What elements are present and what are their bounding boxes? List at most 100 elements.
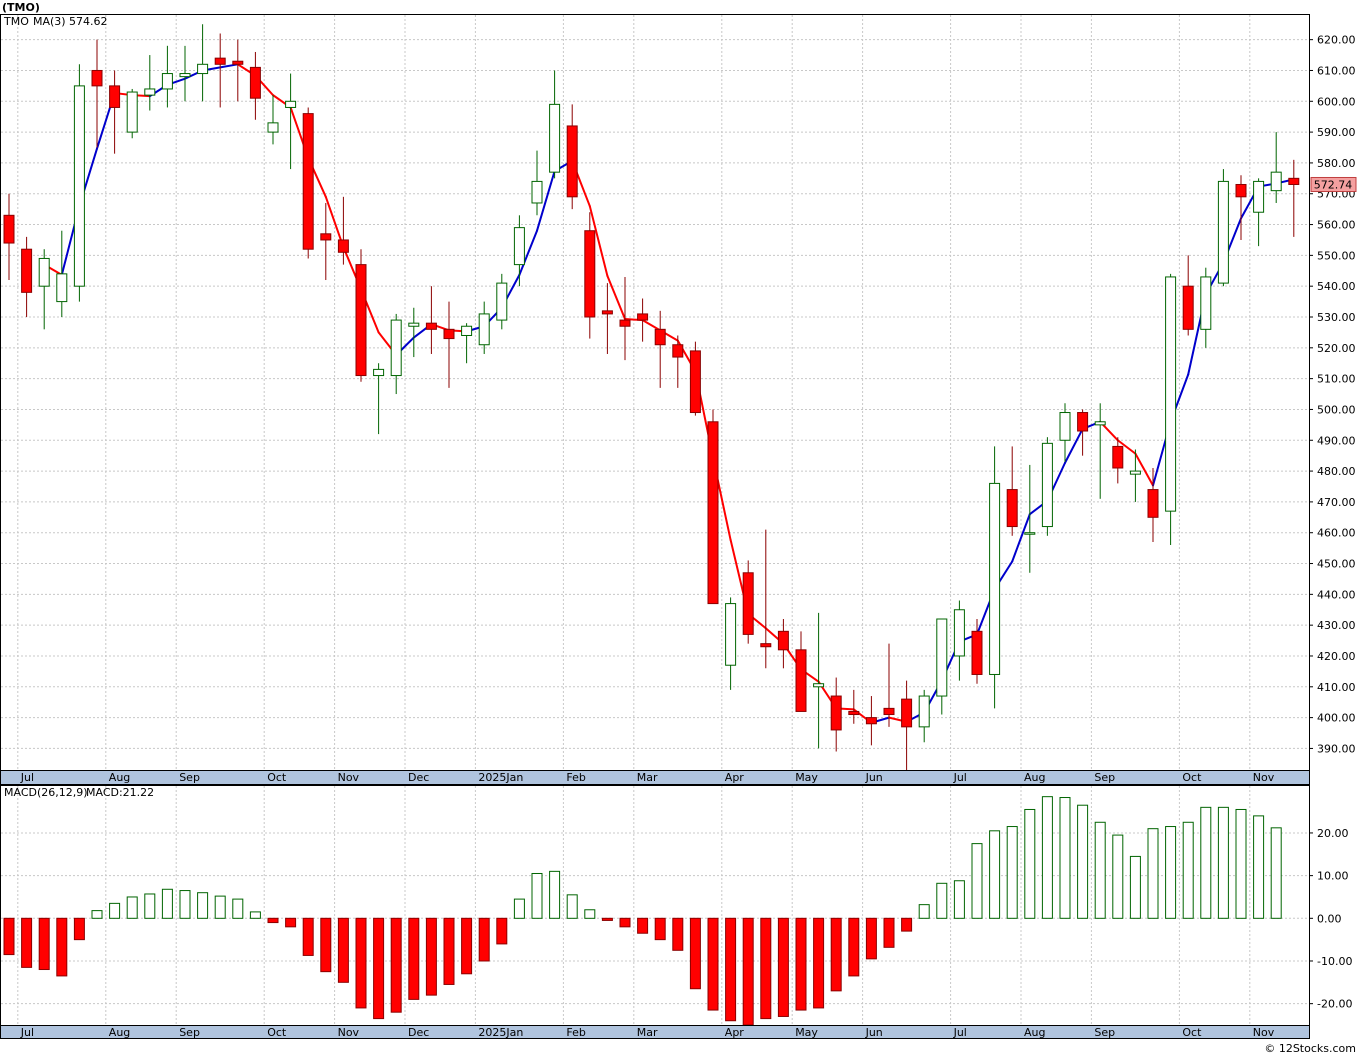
candle-up [161,45,173,108]
candle-body [601,310,613,315]
macd-x-tick-label: Aug [1024,1026,1045,1039]
candle-up [725,597,737,690]
macd-bar-positive [1147,828,1159,919]
candle-down [584,212,596,339]
candle-body [73,85,85,287]
macd-bar-positive [513,898,525,919]
candle-body [707,421,719,605]
candle-body [1112,445,1124,469]
candle-body [830,695,842,731]
last-price-marker: 572.74 [1310,176,1357,192]
candle-up [1253,178,1265,247]
candle-down [760,529,772,669]
last-price-label: 572.74 [1314,178,1353,191]
candle-down [971,619,983,684]
macd-bar-positive [232,898,244,919]
candle-body [637,313,649,321]
candle-body [936,618,948,697]
price-x-axis-band [0,770,1310,785]
candle-down [1235,175,1247,240]
macd-x-tick-label: Jul [20,1026,34,1039]
candle-up [1129,449,1141,502]
candle-body [1235,183,1247,198]
macd-bar-negative [337,917,349,983]
price-y-tick-label: 550.00 [1317,249,1356,262]
macd-bar-positive [549,870,561,919]
macd-bar-positive [1270,827,1282,919]
candle-up [1024,464,1036,573]
candle-up [496,273,508,330]
macd-bar-positive [531,872,543,919]
candle-body [302,113,314,250]
footer-credit: © 12Stocks.com [1264,1042,1356,1055]
candle-body [513,227,525,266]
price-x-tick-label: Apr [725,771,745,784]
candle-up [918,689,930,743]
ma-segment [1011,513,1031,563]
candle-body [373,368,385,377]
candle-down [883,643,895,727]
macd-bar-negative [901,917,913,932]
macd-y-tick-label: 10.00 [1317,870,1349,883]
price-x-axis: Jul Aug Sep Oct Nov Dec 2025Jan Feb Mar Apr May Jun… [20,771,1275,784]
candle-body [549,103,561,173]
macd-x-tick-label: May [795,1026,818,1039]
chart-title: (TMO) [2,1,40,14]
macd-bar-negative [777,917,789,1017]
macd-bar-negative [408,917,420,1000]
price-y-tick-label: 620.00 [1317,34,1356,47]
price-y-tick-label: 580.00 [1317,157,1356,170]
ma-segment [324,195,345,249]
candle-body [1077,412,1089,432]
candle-down [214,33,226,108]
price-y-tick-label: 470.00 [1317,496,1356,509]
candle-up [267,95,279,145]
macd-bar-negative [56,917,68,977]
macd-bar-positive [566,894,578,919]
price-y-tick-label: 400.00 [1317,712,1356,725]
candle-down [672,335,684,388]
macd-bar-negative [73,917,85,941]
macd-bar-positive [1077,804,1089,919]
macd-bar-positive [1165,826,1177,919]
ma-segment [219,63,239,69]
macd-bar-negative [725,917,737,1022]
macd-y-tick-label: -20.00 [1317,998,1352,1011]
candle-body [214,57,226,65]
macd-x-tick-label: Sep [1094,1026,1115,1039]
macd-bar-positive [109,902,121,919]
macd-bar-negative [355,917,367,1009]
macd-bar-negative [496,917,508,945]
candle-body [742,572,754,635]
price-y-tick-label: 390.00 [1317,742,1356,755]
candle-body [443,328,455,340]
candle-body [56,273,68,303]
candle-body [672,344,684,358]
candle-body [531,180,543,204]
candle-body [918,695,930,728]
candle-body [267,122,279,133]
candle-body [1200,276,1212,330]
macd-bar-positive [953,880,965,919]
price-x-tick-label: Sep [1094,771,1115,784]
macd-bar-negative [21,917,33,968]
candle-up [813,612,825,749]
macd-bar-negative [795,917,807,1011]
candle-body [989,482,1001,675]
candle-down [865,696,877,746]
macd-bar-positive [1235,808,1247,919]
candle-up [126,88,138,139]
price-x-tick-label: Jul [953,771,967,784]
candle-body [813,683,825,688]
candle-up [1270,132,1282,203]
price-y-tick-label: 520.00 [1317,342,1356,355]
candle-down [355,249,367,382]
macd-bar-positive [1182,821,1194,919]
candle-body [408,322,420,327]
macd-bar-positive [1094,821,1106,919]
macd-bar-negative [38,917,50,971]
macd-bar-positive [1217,806,1229,919]
price-y-tick-label: 510.00 [1317,373,1356,386]
macd-bar-positive [214,895,226,919]
candle-body [232,60,244,65]
